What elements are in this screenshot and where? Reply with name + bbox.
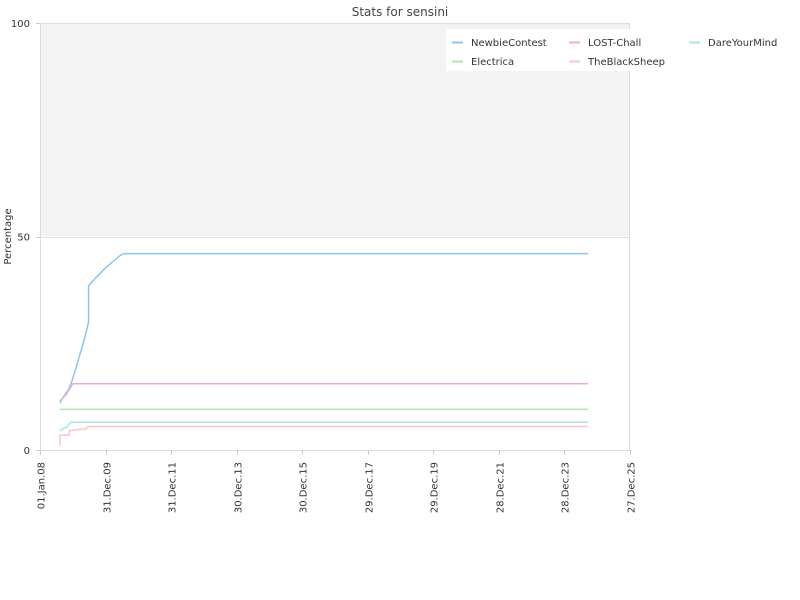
y-axis-label: Percentage — [3, 208, 14, 264]
series-line-theblacksheep — [59, 425, 588, 446]
x-tick-label: 01.Jan.08 — [37, 462, 48, 509]
legend-label: NewbieContest — [471, 38, 547, 49]
series-line-dareyourmind — [59, 421, 588, 432]
y-tick-label: 100 — [11, 19, 30, 30]
x-tick-label: 31.Dec.11 — [168, 462, 179, 513]
x-tick-label: 29.Dec.19 — [430, 462, 441, 513]
legend-label: Electrica — [471, 57, 514, 68]
legend-background — [446, 29, 786, 71]
x-tick-label: 31.Dec.09 — [103, 462, 114, 513]
plot-frame — [40, 23, 630, 451]
series-line-newbiecontest — [59, 252, 588, 404]
x-tick-label: 30.Dec.15 — [299, 462, 310, 513]
x-axis-ticks: 01.Jan.08 31.Dec.09 31.Dec.11 30.Dec.13 30.D… — [37, 450, 638, 513]
legend: NewbieContest LOST-Chall DareYourMind Elect… — [446, 29, 786, 71]
legend-label: LOST-Chall — [588, 38, 641, 49]
y-axis-ticks: 0 50 100 — [11, 19, 40, 457]
x-tick-label: 28.Dec.23 — [561, 462, 572, 513]
x-tick-label: 29.Dec.17 — [365, 462, 376, 513]
series-line-lost-chall — [59, 383, 588, 402]
x-tick-label: 30.Dec.13 — [234, 462, 245, 513]
x-tick-label: 28.Dec.21 — [496, 462, 507, 513]
series-lines — [59, 252, 588, 446]
legend-label: DareYourMind — [708, 38, 777, 49]
x-tick-label: 27.Dec.25 — [627, 462, 638, 513]
y-tick-label: 0 — [24, 446, 30, 457]
y-tick-label: 50 — [17, 233, 30, 244]
legend-label: TheBlackSheep — [587, 57, 665, 68]
chart-title: Stats for sensini — [352, 5, 449, 19]
